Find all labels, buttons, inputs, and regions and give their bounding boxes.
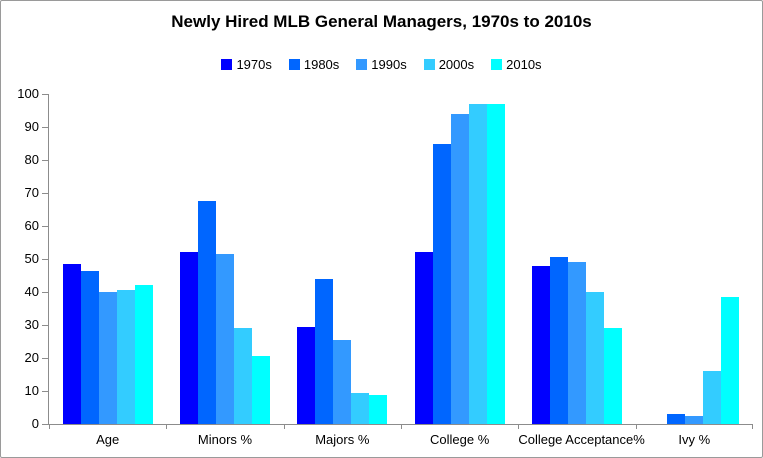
- bar-1970s-college-acceptance: [532, 265, 550, 424]
- legend-swatch-icon: [356, 59, 368, 70]
- x-axis-tick: [166, 425, 168, 429]
- legend-label: 1980s: [303, 57, 340, 72]
- y-axis-label: 50: [24, 251, 39, 266]
- bar-1970s-minors: [180, 252, 198, 424]
- x-axis-category-label: Majors %: [315, 432, 370, 447]
- plot-area: 0 10 20 30 40 50 60 70 80 90 100 Age Minors % Majors …: [17, 86, 753, 447]
- legend: 1970s 1980s 1990s 2000s 2010s: [1, 57, 762, 72]
- legend-item-1970s: 1970s: [221, 57, 272, 72]
- legend-swatch-icon: [491, 59, 503, 70]
- legend-item-1990s: 1990s: [356, 57, 407, 72]
- y-axis-tick: [42, 357, 48, 359]
- bar-1990s-minors: [216, 254, 234, 424]
- bar-2010s-majors: [369, 395, 388, 424]
- legend-label: 2010s: [506, 57, 542, 72]
- bar-1990s-ivy: [685, 415, 704, 424]
- x-axis-category-label: Ivy %: [678, 432, 711, 447]
- bar-1990s-majors: [333, 339, 352, 424]
- y-axis-tick: [42, 192, 48, 194]
- legend-item-1980s: 1980s: [288, 57, 340, 72]
- bar-2010s-college-acceptance: [604, 328, 622, 424]
- legend-label: 1990s: [371, 57, 407, 72]
- y-axis-label: 40: [24, 284, 39, 299]
- y-axis-tick: [42, 159, 48, 161]
- y-axis-label: 100: [17, 86, 39, 101]
- legend-swatch-icon: [288, 59, 300, 70]
- bar-2010s-age: [134, 285, 153, 424]
- x-axis-tick: [283, 425, 285, 429]
- y-axis-tick: [42, 291, 48, 293]
- y-axis-tick: [42, 423, 48, 425]
- bar-1970s-college: [414, 252, 433, 424]
- x-axis-tick: [49, 425, 50, 429]
- bar-2010s-ivy: [721, 296, 740, 424]
- y-axis-label: 70: [24, 185, 39, 200]
- legend-label: 1970s: [236, 57, 272, 72]
- legend-item-2010s: 2010s: [491, 57, 542, 72]
- legend-swatch-icon: [423, 59, 435, 70]
- bar-2000s-college-acceptance: [586, 292, 604, 424]
- bar-1980s-college-acceptance: [550, 257, 568, 424]
- bar-1980s-age: [80, 270, 99, 424]
- y-axis-tick: [42, 390, 48, 392]
- bar-2000s-minors: [234, 328, 252, 424]
- bar-1980s-majors: [315, 278, 334, 424]
- bar-1970s-majors: [297, 326, 316, 424]
- y-axis-tick: [42, 258, 48, 260]
- bar-1990s-age: [98, 292, 117, 424]
- legend-label: 2000s: [438, 57, 475, 72]
- x-axis-category-label: College %: [430, 432, 490, 447]
- y-axis-label: 0: [31, 416, 39, 431]
- y-axis-label: 60: [24, 218, 39, 233]
- y-axis-tick: [42, 324, 48, 326]
- legend-item-2000s: 2000s: [423, 57, 475, 72]
- x-axis-tick: [635, 425, 637, 429]
- x-axis-tick: [518, 425, 520, 429]
- bar-2010s-minors: [252, 356, 270, 424]
- x-axis-tick: [401, 425, 402, 429]
- legend-swatch-icon: [221, 59, 233, 70]
- bar-2000s-majors: [351, 392, 370, 424]
- y-axis-label: 30: [24, 317, 39, 332]
- bar-1990s-college: [450, 113, 469, 424]
- x-axis-category-label: Minors %: [197, 432, 253, 447]
- x-axis-category-label: Age: [96, 432, 120, 447]
- x-axis-category-label: College Acceptance%: [518, 432, 645, 447]
- bar-2010s-college: [486, 103, 505, 424]
- y-axis-tick: [42, 93, 48, 95]
- chart-title: Newly Hired MLB General Managers, 1970s …: [171, 12, 592, 31]
- bar-1980s-ivy: [667, 414, 686, 424]
- bar-1970s-age: [62, 263, 81, 424]
- bar-2000s-age: [116, 290, 135, 424]
- y-axis-tick: [42, 225, 48, 227]
- bar-1980s-minors: [198, 201, 216, 424]
- y-axis-label: 90: [24, 119, 39, 134]
- bar-1990s-college-acceptance: [568, 262, 586, 424]
- y-axis-tick: [42, 126, 48, 128]
- y-axis-label: 20: [24, 350, 39, 365]
- y-axis-label: 10: [24, 383, 39, 398]
- bar-2000s-college: [468, 103, 487, 424]
- bar-2000s-ivy: [703, 371, 722, 424]
- y-axis-label: 80: [24, 152, 39, 167]
- x-axis-tick: [752, 425, 753, 429]
- bar-1980s-college: [432, 143, 451, 424]
